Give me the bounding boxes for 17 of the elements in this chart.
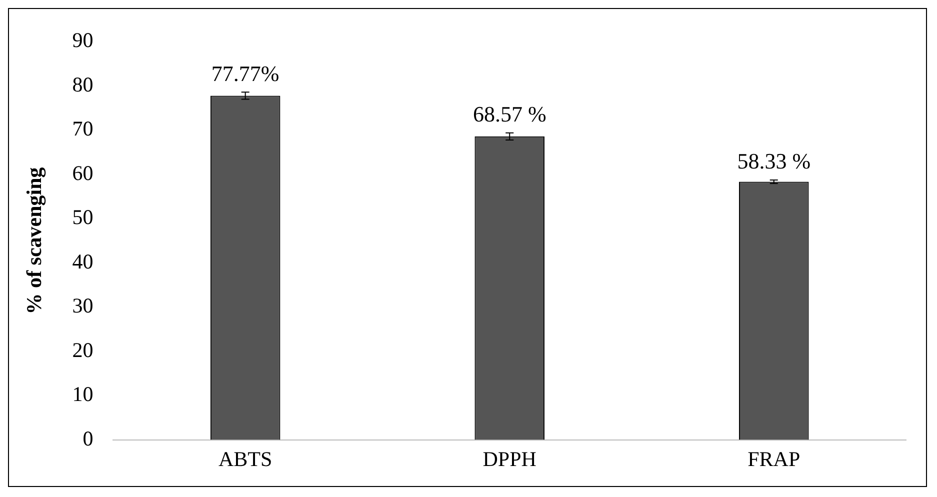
y-tick-label: 80 [72, 72, 94, 96]
y-tick-label: 60 [72, 160, 94, 185]
y-tick-label: 10 [72, 382, 94, 406]
y-axis-title: % of scavenging [22, 166, 46, 314]
y-tick-label: 30 [72, 294, 94, 318]
y-tick-label: 40 [72, 249, 94, 274]
data-label: 68.57 % [472, 102, 546, 127]
data-label: 58.33 % [737, 148, 811, 174]
y-tick-label: 50 [72, 205, 94, 230]
data-label: 77.77% [211, 60, 280, 86]
x-tick-label: ABTS [218, 446, 272, 471]
x-tick-label: DPPH [482, 446, 536, 471]
y-tick-label: 70 [72, 116, 94, 141]
y-tick-label: 0 [82, 426, 94, 450]
x-tick-label: FRAP [748, 446, 800, 471]
y-tick-label: 20 [72, 338, 94, 362]
y-tick-label: 90 [72, 28, 94, 52]
